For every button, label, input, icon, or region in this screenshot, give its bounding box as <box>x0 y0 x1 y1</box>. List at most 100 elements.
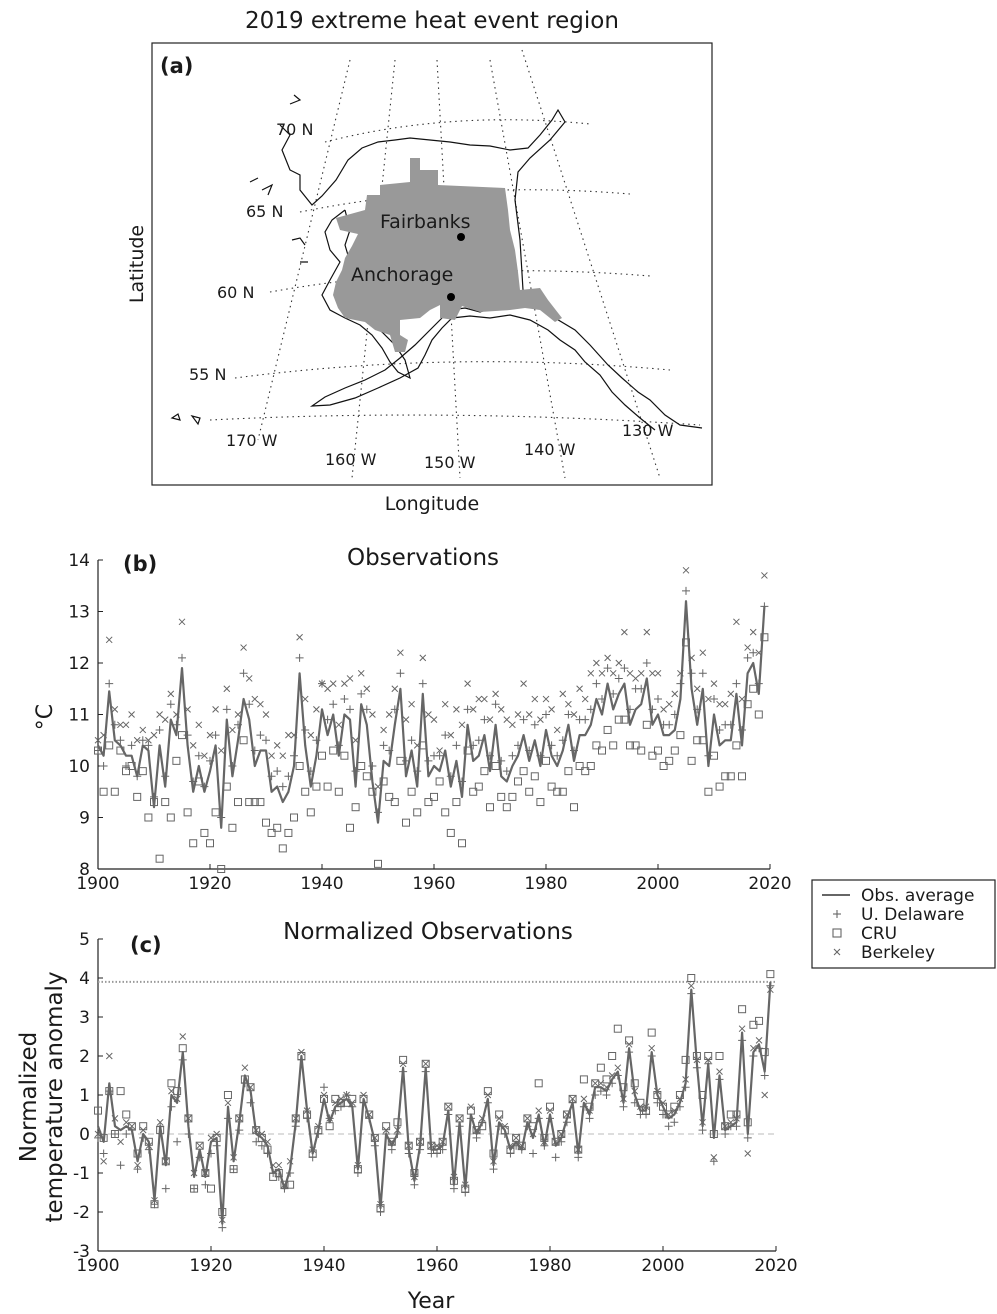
point-berkeley <box>151 1196 158 1204</box>
point-berkeley <box>744 1150 752 1157</box>
point-cru <box>630 1079 639 1088</box>
point-cru <box>110 787 119 796</box>
point-berkeley <box>413 742 421 749</box>
point-berkeley <box>179 1033 187 1040</box>
point-u-delaware <box>323 715 332 724</box>
point-u-delaware <box>491 700 500 709</box>
point-u-delaware <box>286 1169 295 1177</box>
point-berkeley <box>609 669 617 677</box>
point-berkeley <box>380 726 387 734</box>
point-cru <box>626 741 634 750</box>
point-berkeley <box>665 1111 673 1118</box>
point-berkeley <box>716 700 723 708</box>
point-berkeley <box>625 1040 633 1048</box>
point-berkeley <box>458 721 466 729</box>
point-u-delaware <box>726 720 735 729</box>
point-cru <box>530 772 539 781</box>
point-cru <box>446 828 455 837</box>
point-berkeley <box>275 1161 283 1169</box>
x-tick-label: 2020 <box>748 874 791 894</box>
point-u-delaware <box>404 1149 413 1158</box>
point-u-delaware <box>603 664 612 673</box>
point-u-delaware <box>110 1130 119 1138</box>
latitude-labels: 70 N 65 N 60 N 55 N <box>189 120 313 384</box>
point-berkeley <box>615 659 623 667</box>
point-cru <box>94 1106 102 1115</box>
point-berkeley <box>593 659 600 667</box>
map-y-label: Latitude <box>126 225 148 303</box>
point-cru <box>235 1114 244 1123</box>
point-berkeley <box>247 1083 254 1091</box>
point-u-delaware <box>250 746 259 755</box>
series-cru <box>94 970 775 1216</box>
point-cru <box>206 839 214 848</box>
point-cru <box>301 787 310 796</box>
point-berkeley <box>240 644 247 651</box>
parallel-50n <box>209 414 701 426</box>
point-u-delaware <box>172 720 181 729</box>
point-u-delaware <box>390 705 399 714</box>
point-u-delaware <box>150 792 158 801</box>
point-cru <box>562 1110 571 1119</box>
point-berkeley <box>755 649 763 657</box>
point-cru <box>598 746 606 755</box>
point-cru <box>670 746 679 755</box>
point-berkeley <box>637 669 645 677</box>
point-berkeley <box>354 1161 362 1169</box>
point-u-delaware <box>217 813 226 822</box>
point-u-delaware <box>546 1114 554 1123</box>
point-cru <box>654 746 662 755</box>
y-tick-label: 5 <box>79 930 90 950</box>
point-cru <box>122 1110 131 1119</box>
point-u-delaware <box>446 772 455 781</box>
point-berkeley <box>481 695 488 703</box>
point-cru <box>200 828 209 837</box>
fairbanks-marker <box>457 233 465 241</box>
point-cru <box>749 684 758 693</box>
legend-obs-average: Obs. average <box>861 886 974 906</box>
point-u-delaware <box>246 1098 255 1107</box>
point-berkeley <box>721 700 729 708</box>
point-u-delaware <box>228 762 237 770</box>
point-u-delaware <box>586 705 595 714</box>
point-u-delaware <box>301 725 310 734</box>
point-u-delaware <box>262 736 270 745</box>
point-u-delaware <box>693 705 702 714</box>
point-berkeley <box>279 752 287 760</box>
point-cru <box>441 808 450 817</box>
point-u-delaware <box>340 695 349 704</box>
point-u-delaware <box>206 756 214 765</box>
point-berkeley <box>444 1103 452 1111</box>
point-u-delaware <box>570 746 578 755</box>
point-u-delaware <box>144 741 153 750</box>
x-tick-label: 1900 <box>76 1256 119 1276</box>
point-cru <box>525 787 534 796</box>
point-u-delaware <box>138 736 147 745</box>
point-berkeley <box>178 618 186 626</box>
point-cru <box>173 1087 182 1096</box>
point-berkeley <box>161 716 169 724</box>
point-cru <box>710 751 718 760</box>
point-u-delaware <box>542 710 550 719</box>
point-u-delaware <box>178 1055 187 1064</box>
point-berkeley <box>699 649 707 657</box>
point-cru <box>704 787 713 796</box>
heat-region <box>333 158 562 352</box>
point-berkeley <box>587 669 595 677</box>
point-cru <box>551 1137 560 1146</box>
point-berkeley <box>251 695 259 703</box>
point-u-delaware <box>613 1071 622 1080</box>
point-u-delaware <box>116 1161 125 1170</box>
point-cru <box>217 865 226 873</box>
point-u-delaware <box>150 1200 159 1209</box>
lat-label-70n: 70 N <box>276 120 313 139</box>
point-berkeley <box>207 1134 215 1142</box>
point-berkeley <box>461 1181 469 1189</box>
meridian-170w <box>257 59 351 441</box>
point-u-delaware <box>547 741 556 750</box>
point-u-delaware <box>357 689 366 698</box>
point-u-delaware <box>749 648 758 657</box>
point-berkeley <box>467 1103 475 1111</box>
point-u-delaware <box>596 1087 605 1096</box>
point-berkeley <box>419 654 427 662</box>
